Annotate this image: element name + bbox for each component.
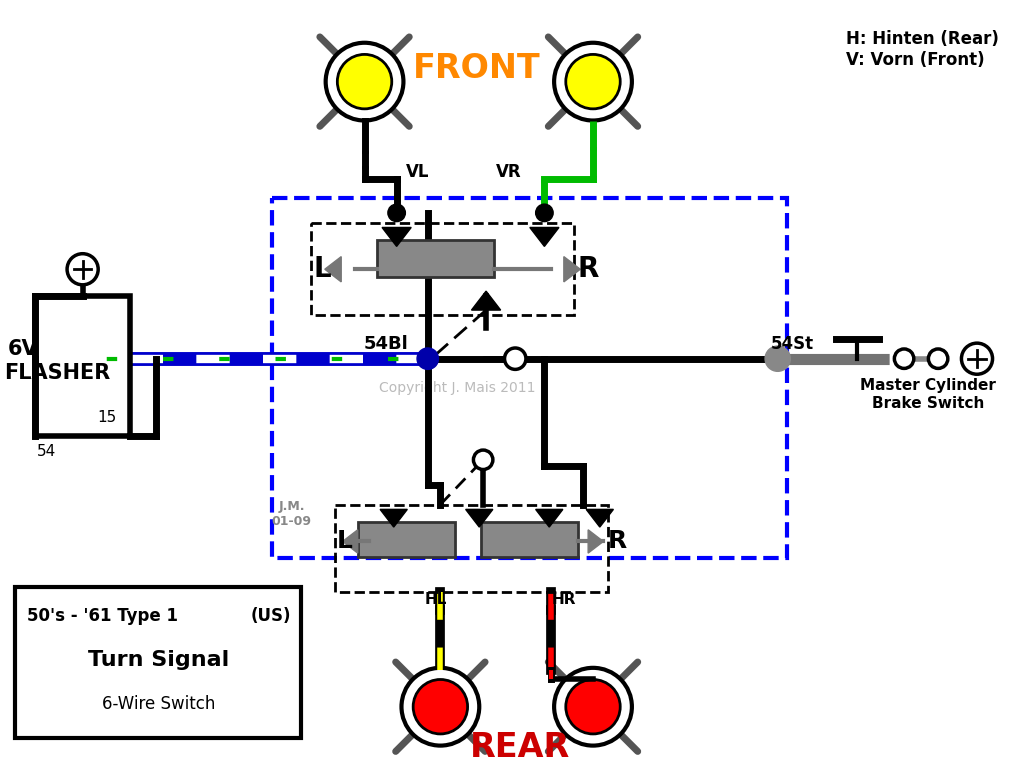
Circle shape: [961, 343, 993, 374]
Polygon shape: [586, 509, 614, 527]
Text: R: R: [608, 529, 627, 553]
Text: L: L: [337, 529, 353, 553]
Polygon shape: [342, 530, 358, 553]
Bar: [311, 223, 574, 315]
Polygon shape: [472, 291, 501, 310]
Text: Master Cylinder
Brake Switch: Master Cylinder Brake Switch: [860, 378, 996, 411]
Circle shape: [765, 346, 791, 372]
Text: 6V: 6V: [8, 339, 38, 359]
Text: Turn Signal: Turn Signal: [87, 650, 229, 670]
Circle shape: [928, 349, 948, 369]
Circle shape: [565, 54, 620, 109]
Bar: [358, 522, 455, 557]
Text: 50's - '61 Type 1: 50's - '61 Type 1: [27, 608, 178, 625]
Text: H: Hinten (Rear)
V: Vorn (Front): H: Hinten (Rear) V: Vorn (Front): [846, 30, 998, 69]
Bar: [35, 296, 131, 436]
Bar: [335, 504, 608, 592]
Text: VL: VL: [406, 163, 430, 181]
Circle shape: [505, 348, 526, 369]
Text: L: L: [314, 255, 332, 283]
Text: HR: HR: [552, 592, 576, 608]
Text: R: R: [578, 255, 599, 283]
Text: FRONT: FRONT: [412, 53, 540, 85]
Circle shape: [554, 43, 632, 120]
Text: Copyright J. Mais 2011: Copyright J. Mais 2011: [378, 381, 536, 395]
Text: 54Bl: 54Bl: [364, 335, 408, 353]
Text: FLASHER: FLASHER: [4, 363, 110, 383]
Bar: [481, 522, 579, 557]
Text: 6-Wire Switch: 6-Wire Switch: [102, 695, 215, 713]
Circle shape: [67, 254, 99, 285]
Circle shape: [474, 450, 492, 469]
Polygon shape: [382, 227, 411, 247]
Text: 54St: 54St: [771, 335, 814, 353]
Circle shape: [413, 680, 468, 734]
Polygon shape: [529, 227, 559, 247]
Circle shape: [337, 54, 392, 109]
Polygon shape: [563, 257, 580, 282]
Circle shape: [894, 349, 914, 369]
Polygon shape: [466, 509, 492, 527]
Text: (US): (US): [251, 608, 291, 625]
Circle shape: [565, 680, 620, 734]
Bar: [377, 240, 493, 277]
Polygon shape: [380, 509, 407, 527]
Circle shape: [536, 204, 553, 222]
Polygon shape: [536, 509, 563, 527]
Text: 54: 54: [37, 444, 57, 459]
Polygon shape: [325, 257, 341, 282]
Text: VR: VR: [495, 163, 521, 181]
Text: J.M.
01-09: J.M. 01-09: [271, 501, 311, 528]
Text: REAR: REAR: [470, 731, 571, 764]
Polygon shape: [588, 530, 603, 553]
Bar: [272, 199, 787, 558]
Text: HL: HL: [425, 592, 447, 608]
Circle shape: [554, 668, 632, 746]
Circle shape: [402, 668, 479, 746]
Bar: [14, 587, 301, 738]
Circle shape: [417, 348, 438, 369]
Circle shape: [388, 204, 405, 222]
Circle shape: [326, 43, 403, 120]
Text: 15: 15: [98, 410, 116, 424]
